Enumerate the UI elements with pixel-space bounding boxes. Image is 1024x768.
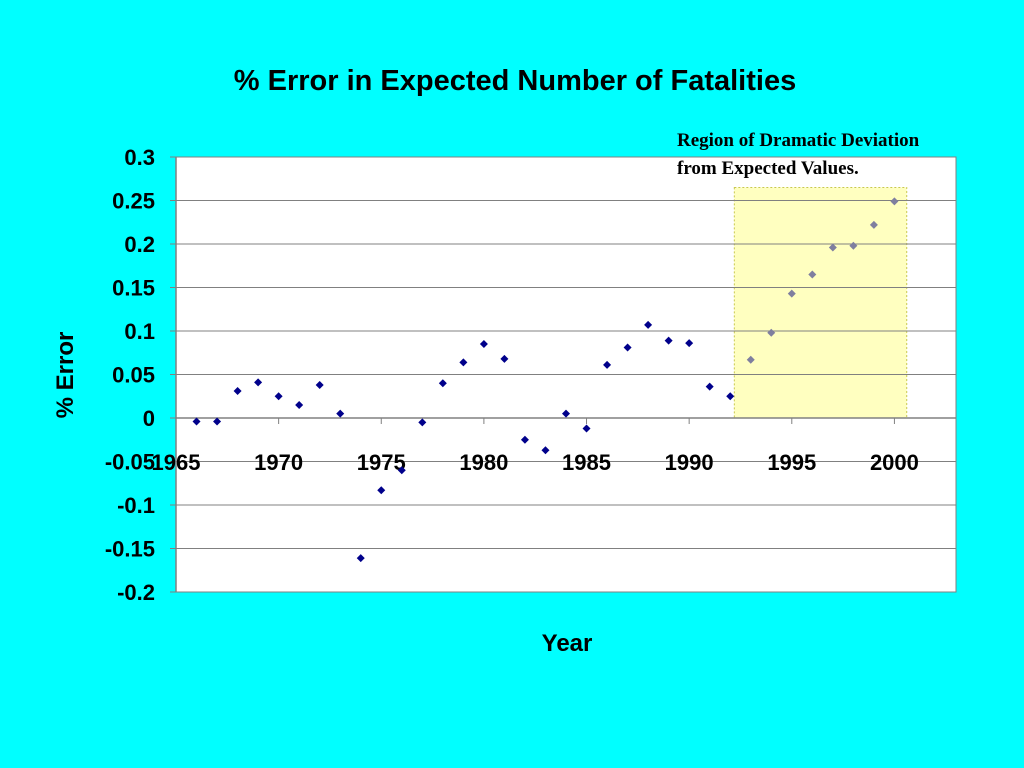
data-point <box>336 409 345 418</box>
y-tick-label: 0.3 <box>124 145 155 170</box>
data-point <box>787 289 796 298</box>
y-tick-label: 0.15 <box>112 276 155 301</box>
highlight-region <box>733 186 908 419</box>
x-tick-label: 1965 <box>152 450 201 475</box>
y-tick-label: 0.2 <box>124 232 155 257</box>
data-point <box>603 360 612 369</box>
x-axis-title: Year <box>542 630 593 657</box>
y-tick-label: 0.25 <box>112 189 155 214</box>
data-point <box>767 328 776 337</box>
y-tick-label: -0.05 <box>105 450 155 475</box>
chart-title: % Error in Expected Number of Fatalities <box>234 65 796 97</box>
data-point <box>623 343 632 352</box>
data-point <box>705 382 714 391</box>
y-tick-label: -0.2 <box>117 580 155 605</box>
data-point <box>746 355 755 364</box>
y-tick-label: -0.1 <box>117 493 155 518</box>
x-tick-label: 1985 <box>562 450 611 475</box>
y-axis-title: % Error <box>52 332 79 419</box>
data-point <box>459 358 468 367</box>
data-point <box>828 243 837 252</box>
x-tick-label: 1975 <box>357 450 406 475</box>
x-tick-label: 1995 <box>767 450 816 475</box>
data-point <box>644 320 653 329</box>
data-point <box>726 392 735 401</box>
data-point <box>582 424 591 433</box>
data-point <box>664 336 673 345</box>
data-point <box>315 380 324 389</box>
data-point <box>192 417 201 426</box>
data-point <box>356 554 365 563</box>
x-tick-label: 1990 <box>665 450 714 475</box>
data-point <box>685 339 694 348</box>
data-point <box>397 466 406 475</box>
y-tick-label: 0.1 <box>124 319 155 344</box>
annotation-line-2: from Expected Values. <box>677 158 859 179</box>
annotation-line-1: Region of Dramatic Deviation <box>677 130 920 151</box>
data-point <box>869 220 878 229</box>
data-point <box>295 400 304 409</box>
data-point <box>562 409 570 418</box>
data-point <box>377 486 386 495</box>
data-point <box>890 197 899 206</box>
data-point <box>254 378 263 387</box>
data-point <box>479 340 488 349</box>
x-tick-label: 2000 <box>870 450 919 475</box>
data-point <box>541 446 550 455</box>
x-tick-label: 1980 <box>459 450 508 475</box>
plot-area: 0.3 0.25 0.2 0.15 0.1 0.05 0 -0.05 -0.1 -0.15 -0.2… <box>105 145 957 605</box>
data-point <box>438 379 447 388</box>
data-point <box>500 354 509 363</box>
data-point <box>274 392 283 401</box>
data-point <box>233 387 242 396</box>
data-point <box>213 417 222 426</box>
data-point <box>808 270 817 279</box>
y-tick-label: -0.15 <box>105 537 155 562</box>
data-point <box>520 435 529 444</box>
y-tick-label: 0.05 <box>112 363 155 388</box>
x-tick-label: 1970 <box>254 450 303 475</box>
data-point <box>418 418 427 427</box>
y-tick-label: 0 <box>143 406 155 431</box>
data-point <box>849 241 858 250</box>
